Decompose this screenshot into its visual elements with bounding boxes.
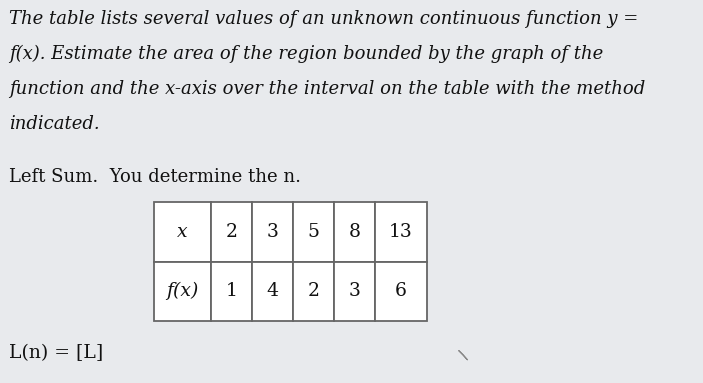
Text: indicated.: indicated.	[9, 115, 100, 133]
Text: x: x	[177, 223, 188, 241]
Text: L(n) = [L]: L(n) = [L]	[9, 344, 103, 362]
Bar	[211, 262, 252, 321]
Text: f(x). Estimate the area of the region bounded by the graph of the: f(x). Estimate the area of the region bo…	[9, 45, 603, 63]
Text: 4: 4	[266, 282, 278, 300]
Bar	[293, 262, 335, 321]
Text: 2: 2	[308, 282, 320, 300]
Bar	[252, 202, 293, 262]
Bar	[335, 202, 375, 262]
Bar	[252, 262, 293, 321]
Text: 5: 5	[308, 223, 320, 241]
Text: 2: 2	[226, 223, 238, 241]
Bar	[293, 202, 335, 262]
Text: The table lists several values of an unknown continuous function y =: The table lists several values of an unk…	[9, 10, 638, 28]
Text: Left Sum.  You determine the n.: Left Sum. You determine the n.	[9, 168, 301, 186]
Bar	[154, 262, 211, 321]
Bar	[211, 202, 252, 262]
Text: 3: 3	[267, 223, 278, 241]
Bar	[335, 262, 375, 321]
Text: 1: 1	[226, 282, 238, 300]
Polygon shape	[458, 350, 467, 360]
Text: 8: 8	[349, 223, 361, 241]
Bar	[154, 202, 211, 262]
Bar	[375, 202, 427, 262]
Text: function and the x-axis over the interval on the table with the method: function and the x-axis over the interva…	[9, 80, 645, 98]
Text: 13: 13	[389, 223, 413, 241]
Text: 6: 6	[395, 282, 407, 300]
Bar	[375, 262, 427, 321]
Text: 3: 3	[349, 282, 361, 300]
Text: f(x): f(x)	[167, 282, 199, 300]
